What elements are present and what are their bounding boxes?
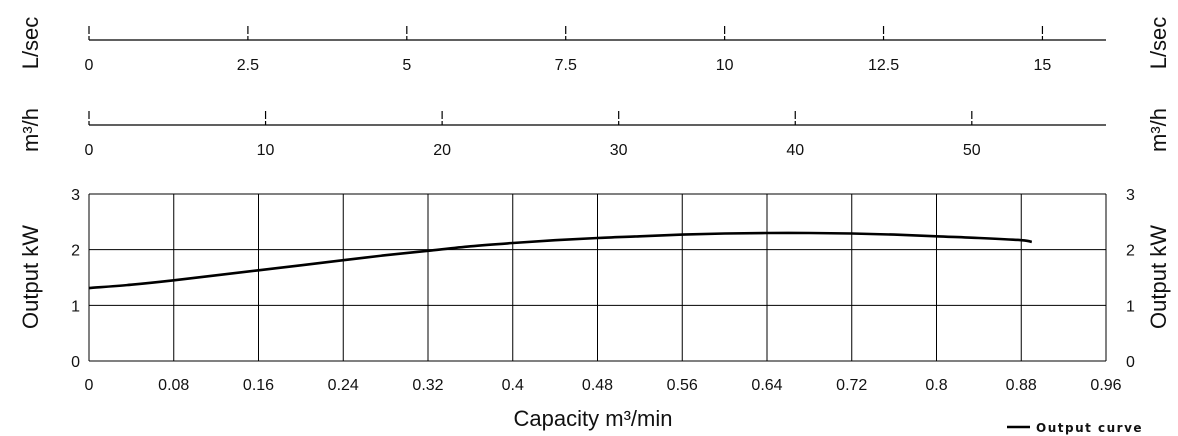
x-tick-label: 0.24	[328, 377, 359, 394]
x-tick-label: 0.56	[667, 377, 698, 394]
y-tick-label-right: 1	[1126, 298, 1135, 315]
secondary-axis-tick-label: 0	[85, 57, 94, 74]
x-tick-label: 0.96	[1090, 377, 1121, 394]
y-axis-title-right: Output kW	[1146, 225, 1171, 329]
x-tick-label: 0.8	[925, 377, 947, 394]
secondary-axis-tick-label: 0	[85, 142, 94, 159]
y-tick-label-left: 0	[71, 354, 80, 371]
y-tick-label-left: 1	[71, 298, 80, 315]
secondary-axis-unit-right: m³/h	[1146, 108, 1171, 152]
secondary-axis-tick-label: 2.5	[237, 57, 259, 74]
secondary-axis-tick-label: 50	[963, 142, 981, 159]
secondary-axis-tick-label: 5	[402, 57, 411, 74]
x-tick-label: 0.4	[502, 377, 524, 394]
x-tick-label: 0	[85, 377, 94, 394]
secondary-axis-tick-label: 30	[610, 142, 628, 159]
x-tick-label: 0.16	[243, 377, 274, 394]
y-tick-label-right: 2	[1126, 243, 1135, 260]
secondary-axis-tick-label: 40	[786, 142, 804, 159]
secondary-axis-tick-label: 15	[1034, 57, 1052, 74]
output-curve-line	[88, 231, 1033, 290]
x-axis-title: Capacity m³/min	[514, 406, 673, 431]
y-tick-label-left: 3	[71, 187, 80, 204]
x-tick-label: 0.48	[582, 377, 613, 394]
x-tick-label: 0.72	[836, 377, 867, 394]
y-tick-label-right: 3	[1126, 187, 1135, 204]
y-tick-label-left: 2	[71, 243, 80, 260]
secondary-axis-unit-right: L/sec	[1146, 17, 1171, 70]
secondary-axis-tick-label: 10	[257, 142, 275, 159]
y-tick-label-right: 0	[1126, 354, 1135, 371]
secondary-axis-unit-left: L/sec	[18, 17, 43, 70]
secondary-axis-tick-label: 20	[433, 142, 451, 159]
x-tick-label: 0.88	[1006, 377, 1037, 394]
secondary-axis-tick-label: 10	[716, 57, 734, 74]
legend-label: Output curve	[1036, 421, 1143, 435]
x-tick-label: 0.64	[751, 377, 782, 394]
x-tick-label: 0.08	[158, 377, 189, 394]
x-tick-label: 0.32	[412, 377, 443, 394]
secondary-axis-unit-left: m³/h	[18, 108, 43, 152]
secondary-axis-tick-label: 12.5	[868, 57, 899, 74]
y-axis-title-left: Output kW	[18, 225, 43, 329]
secondary-axis-tick-label: 7.5	[555, 57, 577, 74]
